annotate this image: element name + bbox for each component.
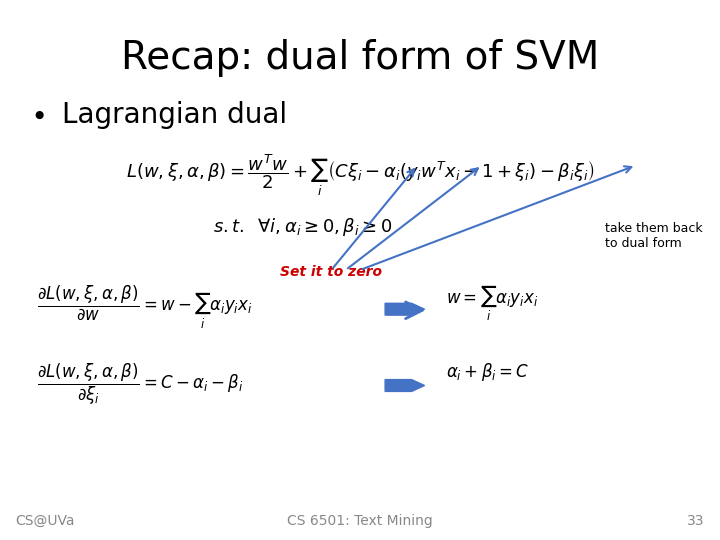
FancyArrow shape <box>385 380 425 392</box>
Text: $w = \sum_i \alpha_i y_i x_i$: $w = \sum_i \alpha_i y_i x_i$ <box>446 284 539 323</box>
Text: Recap: dual form of SVM: Recap: dual form of SVM <box>121 39 599 77</box>
Text: $\bullet$: $\bullet$ <box>30 101 45 129</box>
Text: Lagrangian dual: Lagrangian dual <box>63 101 287 129</box>
Text: $\dfrac{\partial L(w, \xi, \alpha, \beta)}{\partial w} = w - \sum_i \alpha_i y_i: $\dfrac{\partial L(w, \xi, \alpha, \beta… <box>37 284 253 331</box>
Text: $s.t.\;\; \forall i, \alpha_i \geq 0, \beta_i \geq 0$: $s.t.\;\; \forall i, \alpha_i \geq 0, \b… <box>213 217 392 238</box>
Text: Set it to zero: Set it to zero <box>280 265 382 279</box>
Text: $\alpha_i + \beta_i = C$: $\alpha_i + \beta_i = C$ <box>446 361 529 383</box>
Text: CS 6501: Text Mining: CS 6501: Text Mining <box>287 514 433 528</box>
Text: CS@UVa: CS@UVa <box>16 514 75 528</box>
FancyArrow shape <box>385 303 425 315</box>
Text: $\dfrac{\partial L(w, \xi, \alpha, \beta)}{\partial \xi_i} = C - \alpha_i - \bet: $\dfrac{\partial L(w, \xi, \alpha, \beta… <box>37 361 243 407</box>
Text: 33: 33 <box>687 514 704 528</box>
Text: take them back
to dual form: take them back to dual form <box>606 221 703 249</box>
Text: $L(w, \xi, \alpha, \beta) = \dfrac{w^T w}{2} + \sum_i \left(C\xi_i - \alpha_i(y_: $L(w, \xi, \alpha, \beta) = \dfrac{w^T w… <box>126 152 594 198</box>
